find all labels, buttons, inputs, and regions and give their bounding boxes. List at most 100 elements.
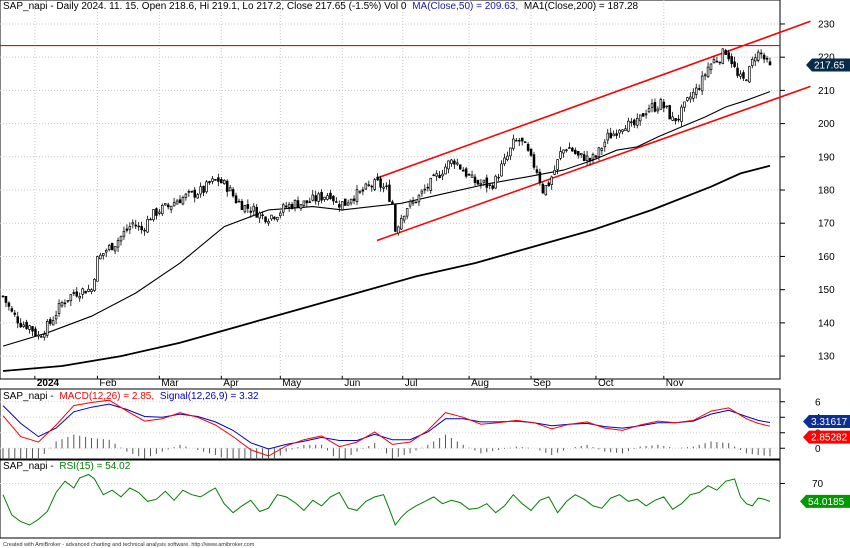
candle-body (264, 216, 267, 223)
candle-body (683, 101, 686, 108)
candle-body (225, 180, 229, 192)
candle-body (635, 118, 639, 126)
candle-body (762, 54, 766, 60)
candle-body (703, 74, 707, 77)
candle-body (349, 198, 353, 204)
candle-body (751, 58, 754, 66)
candle-body (641, 113, 645, 117)
candle-body (19, 322, 22, 328)
candle-body (279, 212, 282, 217)
candle-body (146, 218, 149, 233)
candle-body (51, 320, 55, 326)
candle-body (621, 129, 624, 133)
month-label: Aug (471, 378, 489, 389)
candle-body (532, 154, 536, 168)
candle-body (579, 152, 583, 156)
candle-body (405, 208, 409, 217)
candle-body (662, 101, 666, 109)
moving-averages (2, 91, 771, 372)
candle-body (429, 177, 433, 191)
candle-body (441, 173, 444, 177)
candle-body (550, 176, 553, 185)
candle-body (420, 190, 424, 194)
rsi-grid (0, 459, 781, 539)
candle-body (397, 226, 400, 234)
candle-body (128, 226, 132, 230)
candle-body (718, 61, 722, 64)
candle-body (470, 174, 474, 178)
candle-body (93, 278, 96, 291)
last-price-marker: 217.65 (806, 58, 850, 72)
candle-body (217, 177, 220, 182)
candle-body (228, 187, 232, 192)
candle-body (338, 204, 341, 208)
candle-body (736, 67, 739, 76)
rsi-tick-label: 70 (812, 479, 824, 490)
candle-body (600, 148, 604, 151)
candle-body (547, 182, 551, 187)
price-tick-label: 170 (818, 219, 835, 230)
ma50-line (2, 91, 771, 347)
candle-body (258, 212, 261, 219)
candle-body (243, 205, 247, 213)
candle-body (290, 203, 294, 209)
footer-credit: Created with AmiBroker - advanced charti… (3, 542, 255, 548)
rsi-frame (0, 459, 781, 539)
candle-body (715, 60, 719, 63)
candle-body (464, 168, 468, 177)
candle-body (172, 202, 176, 207)
candle-body (411, 201, 415, 204)
candle-body (296, 200, 300, 208)
candle-body (488, 184, 492, 186)
candle-body (526, 143, 530, 151)
candle-body (190, 190, 194, 193)
candle-body (512, 138, 515, 149)
price-tick-label: 210 (818, 86, 835, 97)
candle-body (730, 56, 733, 65)
candle-body (706, 66, 710, 78)
rsi-value: 54.0185 (808, 497, 845, 508)
candle-body (22, 324, 25, 327)
candle-body (491, 185, 494, 189)
candle-body (709, 63, 713, 71)
candle-body (376, 176, 379, 181)
candle-body (246, 204, 250, 209)
candle-body (320, 191, 323, 201)
candle-body (99, 254, 102, 260)
candle-body (414, 201, 418, 204)
candle-body (222, 180, 226, 184)
candle-body (28, 325, 31, 330)
candle-body (178, 199, 182, 204)
candle-body (497, 176, 500, 179)
candle-body (137, 225, 140, 228)
candle-body (355, 189, 359, 202)
candle-body (34, 328, 37, 336)
candle-body (122, 231, 126, 237)
candle-body (81, 288, 84, 295)
candle-body (727, 52, 730, 60)
candle-body (435, 173, 438, 177)
candle-body (394, 204, 397, 232)
candle-body (535, 169, 539, 173)
candle-body (332, 195, 335, 202)
candle-body (391, 201, 394, 204)
month-label: Sep (533, 378, 551, 389)
candle-body (765, 58, 769, 60)
candle-body (630, 121, 633, 123)
candle-body (40, 336, 43, 338)
month-label: 2024 (37, 378, 60, 389)
candle-body (680, 106, 683, 122)
candle-body (317, 193, 320, 202)
candle-body (311, 194, 315, 201)
candle-body (37, 334, 40, 337)
candle-body (149, 218, 152, 221)
candle-body (500, 163, 503, 177)
candle-body (379, 178, 382, 188)
candle-body (205, 181, 208, 193)
candle-body (476, 179, 480, 185)
candle-body (276, 217, 279, 221)
candle-body (609, 132, 612, 139)
candle-body (612, 133, 615, 137)
candle-body (273, 216, 276, 220)
